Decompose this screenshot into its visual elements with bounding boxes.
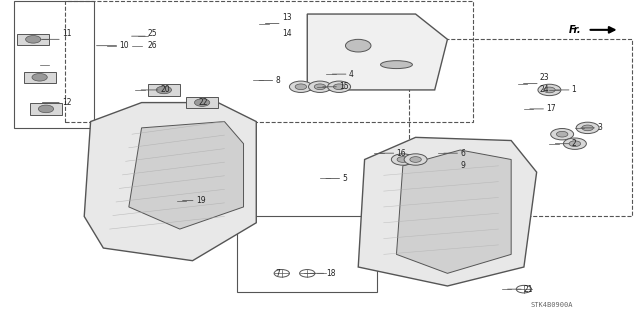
Text: 21: 21 xyxy=(524,285,533,294)
Text: 9: 9 xyxy=(460,161,465,170)
Polygon shape xyxy=(307,14,447,90)
Bar xyxy=(24,71,56,83)
Text: 18: 18 xyxy=(326,269,336,278)
Circle shape xyxy=(300,270,315,277)
Polygon shape xyxy=(129,122,244,229)
Bar xyxy=(148,84,180,96)
Text: 7: 7 xyxy=(275,269,280,278)
Circle shape xyxy=(295,84,307,90)
Text: 14: 14 xyxy=(282,28,291,38)
Bar xyxy=(30,103,62,115)
Text: 13: 13 xyxy=(282,13,291,22)
Text: 19: 19 xyxy=(196,196,205,205)
Text: 11: 11 xyxy=(62,28,72,38)
Text: 25: 25 xyxy=(148,28,157,38)
Text: Fr.: Fr. xyxy=(568,25,581,35)
Circle shape xyxy=(38,105,54,113)
Circle shape xyxy=(195,99,210,106)
Polygon shape xyxy=(84,103,256,261)
Text: 8: 8 xyxy=(275,76,280,85)
Circle shape xyxy=(563,138,586,149)
Circle shape xyxy=(328,81,351,93)
Bar xyxy=(409,39,632,216)
Text: 1: 1 xyxy=(572,85,577,94)
Circle shape xyxy=(156,86,172,94)
Text: 26: 26 xyxy=(148,41,157,50)
Text: 20: 20 xyxy=(161,85,170,94)
Circle shape xyxy=(333,84,345,90)
Circle shape xyxy=(404,154,427,165)
Circle shape xyxy=(582,125,593,131)
Text: STK4B0900A: STK4B0900A xyxy=(531,302,573,308)
Text: 5: 5 xyxy=(342,174,347,183)
Text: 22: 22 xyxy=(199,98,209,107)
Circle shape xyxy=(569,141,580,146)
Ellipse shape xyxy=(346,39,371,52)
Text: 3: 3 xyxy=(597,123,602,132)
Circle shape xyxy=(550,129,573,140)
Text: 24: 24 xyxy=(540,85,550,94)
Text: 2: 2 xyxy=(572,139,577,148)
Circle shape xyxy=(538,84,561,96)
Circle shape xyxy=(576,122,599,134)
Text: 23: 23 xyxy=(540,73,550,82)
Bar xyxy=(17,33,49,45)
Bar xyxy=(237,216,378,292)
Text: 6: 6 xyxy=(460,149,465,158)
Circle shape xyxy=(289,81,312,93)
Bar xyxy=(65,1,473,122)
Circle shape xyxy=(556,131,568,137)
Text: 15: 15 xyxy=(339,82,349,91)
Circle shape xyxy=(410,157,421,162)
Bar xyxy=(186,97,218,108)
Circle shape xyxy=(308,81,332,93)
Circle shape xyxy=(32,73,47,81)
Circle shape xyxy=(543,87,555,93)
Text: 12: 12 xyxy=(62,98,72,107)
Text: 17: 17 xyxy=(546,104,556,113)
Text: 16: 16 xyxy=(396,149,406,158)
Circle shape xyxy=(392,154,414,165)
Circle shape xyxy=(314,84,326,90)
Circle shape xyxy=(397,157,408,162)
Text: 4: 4 xyxy=(349,70,353,78)
Circle shape xyxy=(516,286,532,293)
Text: 10: 10 xyxy=(119,41,129,50)
Polygon shape xyxy=(396,150,511,273)
Circle shape xyxy=(26,35,41,43)
Bar xyxy=(14,1,94,128)
Circle shape xyxy=(274,270,289,277)
Polygon shape xyxy=(358,137,537,286)
Ellipse shape xyxy=(381,61,412,69)
